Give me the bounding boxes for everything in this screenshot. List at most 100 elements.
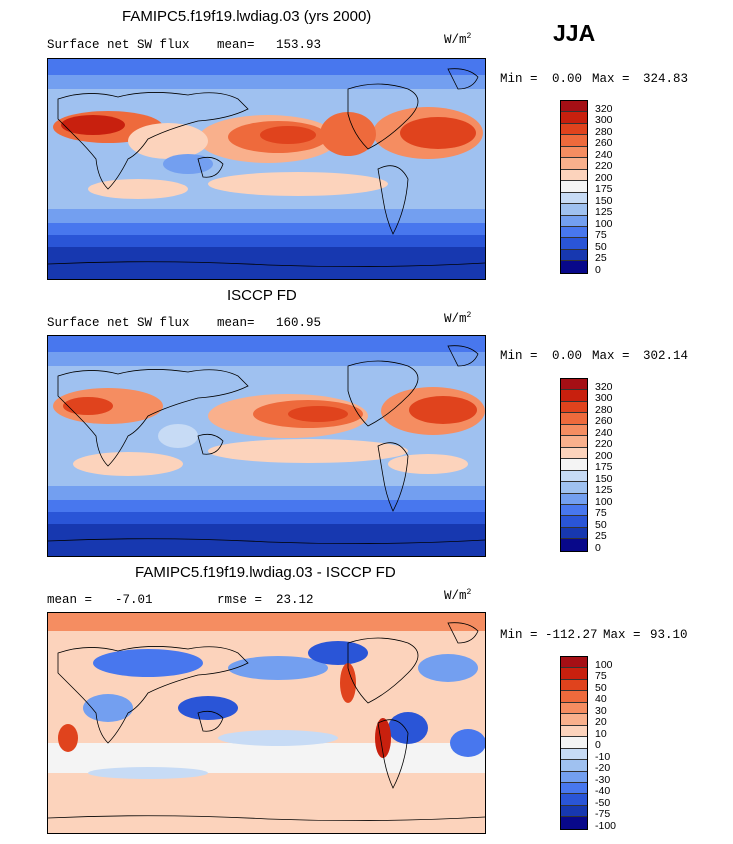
panel2-min-label: Min = bbox=[500, 349, 538, 363]
colorbar-level-label: 0 bbox=[595, 739, 601, 752]
panel3-title: FAMIPC5.f19f19.lwdiag.03 - ISCCP FD bbox=[135, 564, 396, 581]
panel1-max-value: 324.83 bbox=[643, 72, 689, 86]
colorbar-level-label: 200 bbox=[595, 171, 613, 184]
colorbar-cell bbox=[561, 447, 587, 460]
colorbar-level-label: 100 bbox=[595, 495, 613, 508]
colorbar-level-label: 50 bbox=[595, 681, 607, 694]
colorbar-cell bbox=[561, 794, 587, 806]
colorbar-cell bbox=[561, 401, 587, 414]
colorbar-cell bbox=[561, 493, 587, 505]
colorbar-level-label: 100 bbox=[595, 217, 613, 230]
panel2-map bbox=[47, 335, 486, 557]
colorbar-level-label: 300 bbox=[595, 392, 613, 405]
colorbar-level-label: 30 bbox=[595, 704, 607, 717]
colorbar-cell bbox=[561, 817, 587, 829]
panel1-mean-value: 153.93 bbox=[276, 38, 322, 52]
panel1-units: W/m2 bbox=[444, 32, 472, 48]
colorbar-level-label: 240 bbox=[595, 426, 613, 439]
colorbar-cell bbox=[561, 657, 587, 669]
colorbar-cell bbox=[561, 436, 587, 448]
colorbar-cell bbox=[561, 516, 587, 528]
colorbar-cell bbox=[561, 668, 587, 680]
colorbar-level-label: -75 bbox=[595, 808, 611, 821]
colorbar-cell bbox=[561, 146, 587, 159]
colorbar-cell bbox=[561, 413, 587, 425]
colorbar-level-label: 260 bbox=[595, 137, 613, 150]
panel2-colorbar bbox=[560, 378, 588, 552]
season-label: JJA bbox=[553, 20, 596, 46]
colorbar-cell bbox=[561, 379, 587, 391]
colorbar-level-label: 300 bbox=[595, 114, 613, 127]
colorbar-level-label: 100 bbox=[595, 659, 613, 671]
colorbar-level-label: 175 bbox=[595, 183, 613, 196]
colorbar-level-label: 150 bbox=[595, 194, 613, 207]
colorbar-level-label: -40 bbox=[595, 785, 611, 798]
colorbar-level-label: -50 bbox=[595, 796, 611, 809]
colorbar-level-label: -10 bbox=[595, 750, 611, 763]
colorbar-cell bbox=[561, 204, 587, 216]
colorbar-cell bbox=[561, 169, 587, 182]
panel1-map bbox=[47, 58, 486, 280]
panel2-field-label: Surface net SW flux bbox=[47, 316, 190, 330]
panel3-mean-value: -7.01 bbox=[115, 593, 153, 607]
colorbar-level-label: 25 bbox=[595, 252, 607, 265]
colorbar-level-label: 10 bbox=[595, 727, 607, 740]
colorbar-cell bbox=[561, 504, 587, 517]
colorbar-level-label: 150 bbox=[595, 472, 613, 485]
colorbar-level-label: 0 bbox=[595, 263, 601, 276]
colorbar-cell bbox=[561, 725, 587, 738]
colorbar-cell bbox=[561, 805, 587, 818]
panel2-units: W/m2 bbox=[444, 311, 472, 327]
panel1-title: FAMIPC5.f19f19.lwdiag.03 (yrs 2000) bbox=[122, 8, 372, 25]
colorbar-cell bbox=[561, 482, 587, 494]
panel3-max-label: Max = bbox=[603, 628, 641, 642]
colorbar-cell bbox=[561, 424, 587, 437]
colorbar-cell bbox=[561, 691, 587, 703]
colorbar-cell bbox=[561, 192, 587, 205]
colorbar-level-label: 280 bbox=[595, 403, 613, 416]
colorbar-level-label: 50 bbox=[595, 240, 607, 253]
panel1-field-label: Surface net SW flux bbox=[47, 38, 190, 52]
panel1-colorbar bbox=[560, 100, 588, 274]
colorbar-cell bbox=[561, 714, 587, 726]
colorbar-cell bbox=[561, 782, 587, 795]
colorbar-level-label: 125 bbox=[595, 484, 613, 497]
colorbar-cell bbox=[561, 112, 587, 124]
colorbar-level-label: 220 bbox=[595, 438, 613, 451]
colorbar-level-label: 240 bbox=[595, 148, 613, 161]
colorbar-cell bbox=[561, 771, 587, 783]
colorbar-cell bbox=[561, 123, 587, 136]
panel2-mean-label: mean= bbox=[217, 316, 255, 330]
colorbar-cell bbox=[561, 527, 587, 540]
colorbar-cell bbox=[561, 539, 587, 551]
panel2-max-label: Max = bbox=[592, 349, 630, 363]
colorbar-cell bbox=[561, 702, 587, 715]
colorbar-cell bbox=[561, 679, 587, 692]
colorbar-level-label: 75 bbox=[595, 229, 607, 242]
panel3-rmse-value: 23.12 bbox=[276, 593, 314, 607]
panel1-max-label: Max = bbox=[592, 72, 630, 86]
panel3-colorbar bbox=[560, 656, 588, 830]
panel3-rmse-label: rmse = bbox=[217, 593, 263, 607]
colorbar-cell bbox=[561, 748, 587, 761]
panel1-min-label: Min = bbox=[500, 72, 538, 86]
colorbar-cell bbox=[561, 181, 587, 193]
colorbar-level-label: 280 bbox=[595, 125, 613, 138]
colorbar-level-label: -100 bbox=[595, 819, 617, 832]
panel3-mean-label: mean = bbox=[47, 593, 93, 607]
panel2-title: ISCCP FD bbox=[227, 287, 297, 304]
colorbar-level-label: 220 bbox=[595, 160, 613, 173]
colorbar-cell bbox=[561, 470, 587, 483]
panel3-min-value: -112.27 bbox=[545, 628, 598, 642]
colorbar-level-label: -30 bbox=[595, 773, 611, 786]
colorbar-level-label: 260 bbox=[595, 415, 613, 428]
colorbar-cell bbox=[561, 238, 587, 250]
panel1-mean-label: mean= bbox=[217, 38, 255, 52]
colorbar-cell bbox=[561, 737, 587, 749]
colorbar-cell bbox=[561, 158, 587, 170]
colorbar-cell bbox=[561, 101, 587, 113]
colorbar-level-label: -20 bbox=[595, 762, 611, 775]
panel3-min-label: Min = bbox=[500, 628, 538, 642]
panel2-min-value: 0.00 bbox=[552, 349, 583, 363]
colorbar-level-label: 75 bbox=[595, 507, 607, 520]
